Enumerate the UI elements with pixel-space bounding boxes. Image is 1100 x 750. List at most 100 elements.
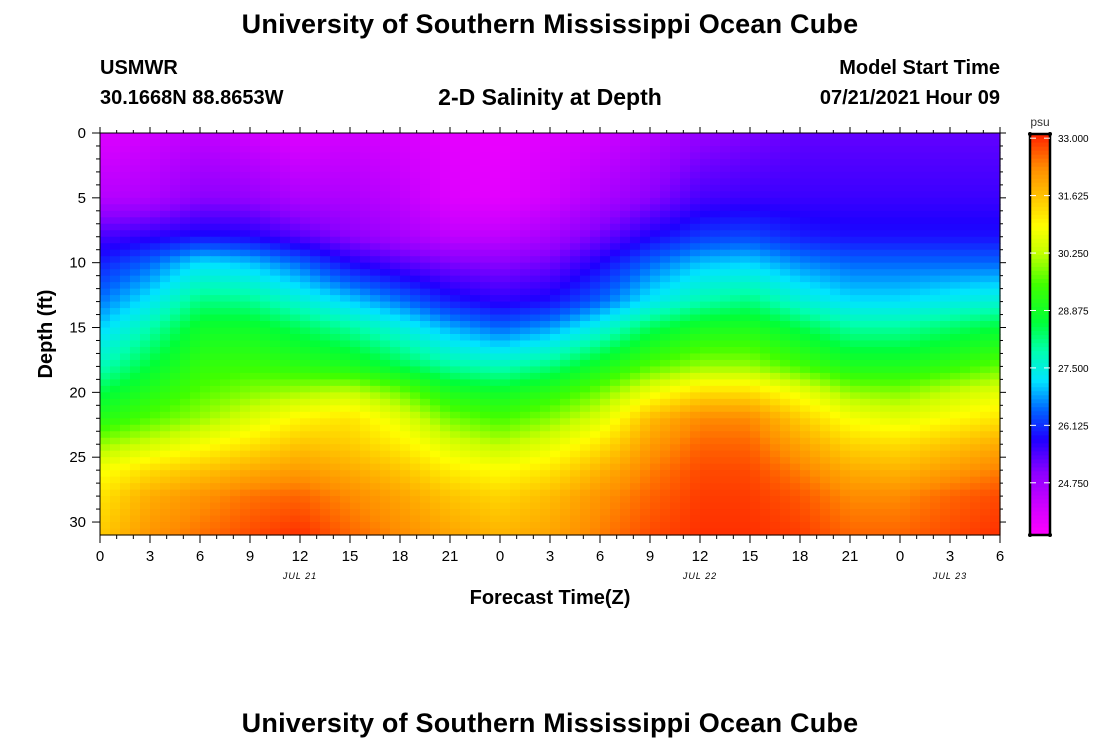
heatmap-cell	[620, 243, 631, 251]
heatmap-cell	[370, 139, 381, 147]
heatmap-cell	[950, 210, 961, 218]
heatmap-cell	[220, 165, 231, 173]
heatmap-cell	[330, 450, 341, 458]
heatmap-cell	[750, 145, 761, 154]
heatmap-cell	[430, 223, 441, 231]
heatmap-cell	[720, 133, 731, 141]
heatmap-cell	[430, 346, 441, 355]
heatmap-cell	[140, 431, 151, 439]
heatmap-cell	[870, 139, 881, 147]
heatmap-cell	[390, 236, 401, 244]
heatmap-cell	[900, 152, 911, 160]
heatmap-cell	[990, 184, 1001, 192]
heatmap-cell	[380, 178, 391, 186]
heatmap-cell	[830, 340, 841, 348]
heatmap-cell	[360, 489, 371, 497]
heatmap-cell	[980, 275, 991, 283]
heatmap-cell	[350, 385, 361, 393]
heatmap-cell	[880, 411, 891, 419]
heatmap-cell	[250, 359, 261, 368]
heatmap-cell	[540, 321, 551, 329]
heatmap-cell	[100, 236, 111, 244]
heatmap-cell	[700, 133, 711, 141]
heatmap-cell	[220, 210, 231, 218]
heatmap-cell	[880, 178, 891, 186]
heatmap-cell	[640, 418, 651, 426]
heatmap-cell	[310, 171, 321, 179]
heatmap-cell	[210, 444, 221, 452]
heatmap-cell	[430, 282, 441, 290]
heatmap-cell	[180, 444, 191, 452]
heatmap-cell	[750, 392, 761, 400]
heatmap-cell	[890, 327, 901, 335]
heatmap-cell	[220, 184, 231, 192]
heatmap-cell	[170, 301, 181, 309]
heatmap-cell	[840, 379, 851, 387]
heatmap-cell	[660, 191, 671, 199]
heatmap-cell	[260, 256, 271, 264]
heatmap-cell	[400, 405, 411, 413]
heatmap-cell	[580, 476, 591, 484]
heatmap-cell	[130, 483, 141, 491]
heatmap-cell	[300, 191, 311, 199]
heatmap-cell	[180, 178, 191, 186]
heatmap-cell	[420, 463, 431, 471]
heatmap-cell	[990, 152, 1001, 160]
heatmap-cell	[400, 470, 411, 478]
heatmap-cell	[730, 256, 741, 264]
heatmap-cell	[500, 243, 511, 251]
heatmap-cell	[930, 353, 941, 361]
heatmap-cell	[440, 353, 451, 361]
heatmap-cell	[500, 463, 511, 471]
heatmap-cell	[960, 359, 971, 368]
heatmap-cell	[200, 444, 211, 452]
heatmap-cell	[290, 197, 301, 205]
heatmap-cell	[300, 398, 311, 406]
heatmap-cell	[300, 392, 311, 400]
heatmap-cell	[330, 372, 341, 380]
heatmap-cell	[990, 418, 1001, 426]
heatmap-cell	[540, 411, 551, 419]
heatmap-cell	[900, 379, 911, 387]
heatmap-cell	[190, 327, 201, 335]
heatmap-cell	[540, 340, 551, 348]
heatmap-cell	[430, 191, 441, 199]
heatmap-cell	[240, 165, 251, 173]
heatmap-cell	[370, 392, 381, 400]
heatmap-cell	[540, 353, 551, 361]
heatmap-cell	[760, 457, 771, 465]
heatmap-cell	[300, 457, 311, 465]
heatmap-cell	[120, 470, 131, 478]
heatmap-cell	[840, 269, 851, 277]
heatmap-cell	[710, 139, 721, 147]
heatmap-cell	[560, 249, 571, 257]
heatmap-cell	[290, 418, 301, 426]
heatmap-cell	[950, 139, 961, 147]
heatmap-cell	[100, 327, 111, 335]
heatmap-cell	[530, 457, 541, 465]
heatmap-cell	[970, 236, 981, 244]
heatmap-cell	[330, 262, 341, 270]
heatmap-cell	[690, 437, 701, 445]
heatmap-cell	[800, 158, 811, 167]
heatmap-cell	[340, 411, 351, 419]
heatmap-cell	[220, 204, 231, 212]
heatmap-cell	[410, 165, 421, 173]
heatmap-cell	[320, 411, 331, 419]
heatmap-cell	[800, 301, 811, 309]
heatmap-cell	[830, 450, 841, 458]
heatmap-cell	[960, 282, 971, 290]
heatmap-cell	[370, 366, 381, 374]
heatmap-cell	[540, 204, 551, 212]
heatmap-cell	[960, 236, 971, 244]
heatmap-cell	[580, 431, 591, 439]
heatmap-cell	[210, 366, 221, 374]
heatmap-cell	[340, 457, 351, 465]
heatmap-cell	[530, 262, 541, 270]
heatmap-cell	[490, 152, 501, 160]
heatmap-cell	[800, 249, 811, 257]
heatmap-cell	[130, 411, 141, 419]
heatmap-cell	[200, 457, 211, 465]
heatmap-cell	[360, 366, 371, 374]
heatmap-cell	[180, 275, 191, 283]
